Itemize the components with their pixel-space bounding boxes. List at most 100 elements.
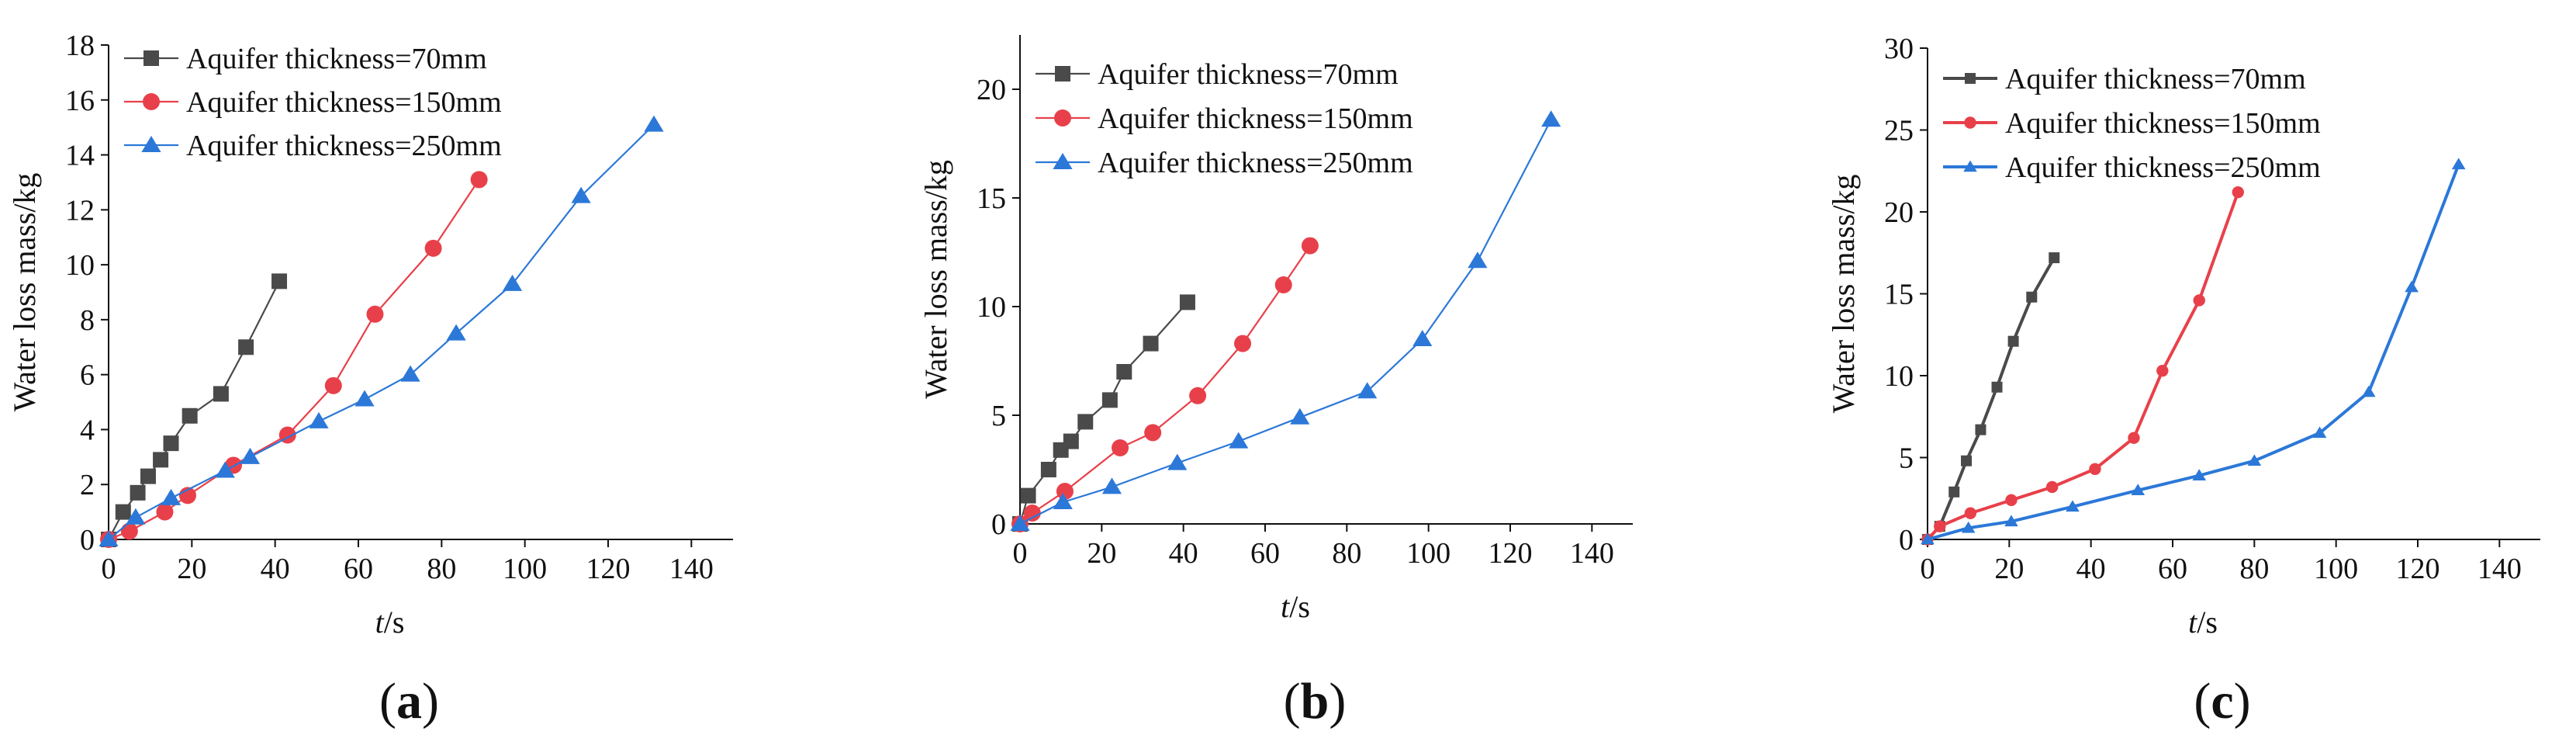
data-point-c-1-6 (2128, 432, 2140, 444)
data-point-b-1-2 (1056, 483, 1074, 500)
data-point-a-2-5 (309, 411, 329, 428)
data-point-b-1-1 (1023, 505, 1041, 522)
chart-a: 0 20 40 60 80 100 120 140 0 2 4 6 8 10 12 14 16 18 t/s Wate… (7, 29, 733, 730)
x-axis-label-a: t/s (375, 605, 405, 640)
y-tick-label-a: 4 (80, 414, 95, 446)
y-tick-label-a: 10 (65, 249, 95, 282)
x-tick-label-b: 140 (1570, 537, 1614, 570)
data-point-a-2-4 (240, 447, 261, 464)
x-tick-label-c: 20 (1994, 553, 2024, 585)
series-line-a-1 (108, 179, 480, 541)
data-point-a-0-1 (115, 504, 131, 520)
x-tick-label-b: 100 (1406, 537, 1451, 570)
legend-marker-b-1 (1054, 109, 1071, 127)
data-point-a-2-0 (99, 530, 119, 546)
data-point-c-0-4 (1975, 424, 1986, 435)
data-point-b-0-1 (1020, 487, 1036, 504)
panel-label-c: (c) (2194, 673, 2250, 730)
data-point-a-0-3 (140, 468, 156, 484)
data-point-b-0-6 (1101, 392, 1118, 408)
chart-panel-c: 0 20 40 60 80 100 120 140 0 5 10 15 20 25 30 t/s Water l… (1807, 0, 2575, 749)
y-tick-label-c: 25 (1884, 115, 1914, 147)
legend-marker-b-0 (1055, 66, 1070, 81)
x-tick-label-a: 140 (669, 553, 714, 585)
data-point-a-0-5 (163, 435, 179, 452)
legend-label-c-2: Aquifer thickness=250mm (2005, 151, 2321, 184)
data-point-a-2-2 (161, 488, 182, 505)
data-point-c-0-5 (1991, 381, 2003, 393)
data-point-a-1-6 (324, 376, 342, 394)
data-point-a-0-2 (130, 484, 146, 501)
series-b-0 (1012, 294, 1195, 532)
y-tick-label-a: 0 (80, 524, 95, 557)
y-axis-label-b: Water loss mass/kg (918, 160, 953, 399)
data-point-b-0-7 (1116, 364, 1132, 380)
data-point-c-2-1 (1961, 521, 1976, 533)
y-tick-label-a: 14 (65, 140, 95, 172)
x-tick-label-c: 120 (2396, 553, 2440, 585)
data-point-a-1-2 (156, 503, 174, 521)
data-point-b-2-6 (1357, 382, 1378, 399)
y-tick-label-b: 10 (977, 291, 1006, 324)
data-point-c-0-3 (1961, 455, 1973, 466)
x-tick-label-a: 120 (586, 553, 631, 585)
x-tick-label-c: 140 (2477, 553, 2522, 585)
data-point-b-2-3 (1167, 453, 1188, 470)
series-line-b-0 (1018, 301, 1188, 525)
chart-panel-b: 0 20 40 60 80 100 120 140 0 5 10 15 20 t/s Water loss … (900, 0, 1675, 749)
x-axis-label-b: t/s (1281, 589, 1310, 624)
series-a-1 (100, 171, 488, 548)
y-tick-label-c: 20 (1884, 196, 1914, 229)
data-point-b-1-6 (1234, 335, 1252, 352)
series-line-c-2 (1927, 164, 2460, 541)
series-line-a-0 (108, 280, 281, 540)
data-point-c-0-8 (2049, 252, 2060, 264)
data-point-a-2-1 (126, 508, 146, 525)
data-point-a-2-3 (215, 461, 235, 478)
x-tick-label-a: 80 (427, 553, 456, 585)
data-point-b-1-4 (1144, 424, 1162, 442)
x-tick-label-b: 20 (1087, 537, 1116, 570)
data-point-a-2-6 (354, 390, 375, 407)
series-b-1 (1011, 237, 1319, 532)
series-c-2 (1921, 158, 2466, 545)
data-point-c-1-2 (1964, 507, 1976, 519)
data-point-b-2-9 (1541, 110, 1561, 127)
x-tick-label-b: 0 (1013, 537, 1028, 570)
series-c-1 (1921, 186, 2244, 546)
series-a-2 (99, 115, 664, 546)
x-axis-label-c: t/s (2188, 605, 2218, 640)
data-point-b-2-2 (1101, 477, 1122, 494)
data-point-c-1-7 (2156, 364, 2169, 377)
x-tick-label-c: 80 (2239, 553, 2269, 585)
y-tick-label-a: 6 (80, 359, 95, 392)
legend-marker-c-1 (1964, 116, 1976, 129)
y-tick-label-c: 0 (1899, 524, 1914, 557)
data-point-c-1-5 (2089, 463, 2101, 475)
data-point-b-1-3 (1112, 439, 1129, 456)
y-tick-label-b: 5 (991, 400, 1006, 432)
legend-label-c-0: Aquifer thickness=70mm (2005, 63, 2306, 95)
data-point-b-2-8 (1468, 251, 1488, 269)
data-point-a-0-4 (153, 452, 169, 468)
x-tick-label-b: 60 (1250, 537, 1280, 570)
y-tick-label-a: 12 (65, 194, 95, 227)
legend-marker-a-1 (143, 93, 160, 110)
series-line-b-2 (1019, 119, 1552, 525)
legend-label-a-0: Aquifer thickness=70mm (186, 43, 487, 75)
y-axis-label-c: Water loss mass/kg (1826, 175, 1861, 414)
data-point-c-1-4 (2045, 480, 2059, 494)
data-point-a-2-11 (644, 115, 664, 132)
legend-label-a-1: Aquifer thickness=150mm (186, 86, 502, 119)
data-point-a-1-8 (424, 239, 442, 257)
y-tick-label-a: 16 (65, 85, 95, 117)
data-point-b-1-7 (1274, 276, 1292, 293)
data-point-c-2-7 (2312, 426, 2327, 439)
x-tick-label-c: 40 (2076, 553, 2106, 585)
data-point-a-1-7 (366, 305, 384, 323)
data-point-a-2-8 (446, 324, 466, 341)
y-tick-label-b: 0 (991, 508, 1006, 541)
y-tick-label-a: 8 (80, 304, 95, 337)
data-point-c-2-3 (2066, 500, 2080, 512)
y-tick-label-a: 18 (65, 29, 95, 62)
